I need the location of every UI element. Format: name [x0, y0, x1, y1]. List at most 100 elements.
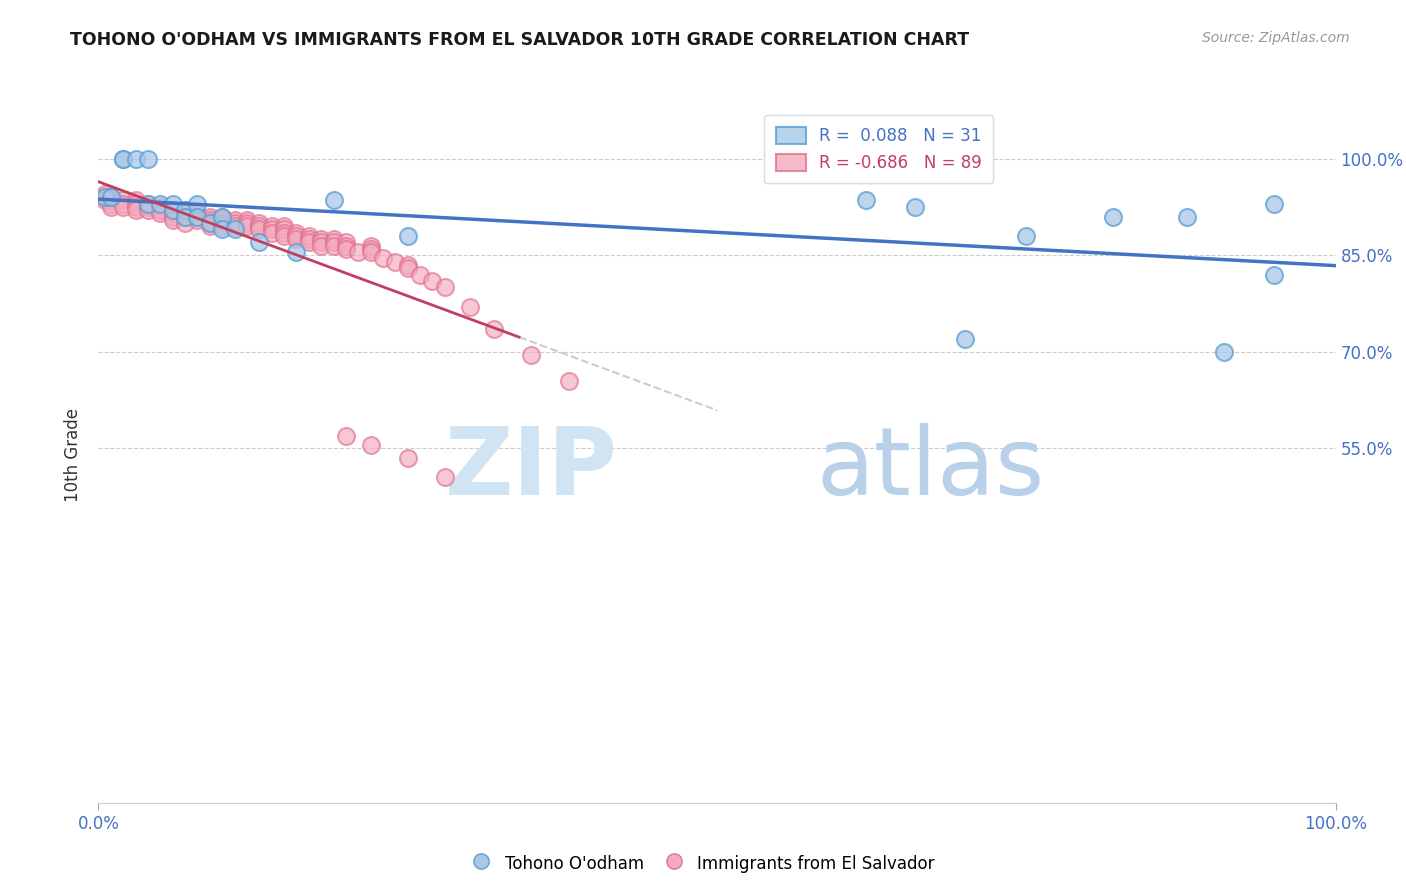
Point	[309, 232, 332, 246]
Point	[260, 219, 283, 234]
Point	[174, 206, 197, 220]
Point	[1263, 268, 1285, 282]
Point	[360, 244, 382, 259]
Point	[198, 212, 221, 227]
Point	[260, 226, 283, 240]
Point	[422, 274, 444, 288]
Point	[124, 203, 146, 218]
Point	[273, 226, 295, 240]
Point	[162, 210, 184, 224]
Point	[100, 200, 122, 214]
Text: atlas: atlas	[815, 423, 1045, 515]
Point	[149, 206, 172, 220]
Point	[162, 206, 184, 220]
Point	[186, 212, 208, 227]
Point	[236, 216, 259, 230]
Point	[162, 196, 184, 211]
Legend: R =  0.088   N = 31, R = -0.686   N = 89: R = 0.088 N = 31, R = -0.686 N = 89	[763, 115, 993, 184]
Point	[298, 228, 321, 243]
Point	[247, 235, 270, 250]
Point	[1263, 196, 1285, 211]
Point	[298, 232, 321, 246]
Text: Source: ZipAtlas.com: Source: ZipAtlas.com	[1202, 31, 1350, 45]
Point	[162, 212, 184, 227]
Point	[433, 470, 456, 484]
Point	[198, 219, 221, 234]
Point	[100, 196, 122, 211]
Point	[224, 219, 246, 234]
Point	[1015, 228, 1038, 243]
Point	[93, 190, 115, 204]
Point	[360, 242, 382, 256]
Point	[198, 216, 221, 230]
Point	[136, 152, 159, 166]
Point	[335, 235, 357, 250]
Point	[1175, 210, 1198, 224]
Point	[458, 300, 481, 314]
Point	[360, 238, 382, 252]
Point	[112, 152, 135, 166]
Point	[347, 244, 370, 259]
Point	[211, 219, 233, 234]
Point	[360, 438, 382, 452]
Point	[198, 210, 221, 224]
Y-axis label: 10th Grade: 10th Grade	[65, 408, 83, 502]
Point	[247, 216, 270, 230]
Point	[224, 222, 246, 236]
Point	[186, 206, 208, 220]
Point	[247, 219, 270, 234]
Point	[149, 203, 172, 218]
Point	[273, 222, 295, 236]
Point	[384, 254, 406, 268]
Point	[211, 216, 233, 230]
Point	[309, 235, 332, 250]
Point	[335, 242, 357, 256]
Point	[322, 232, 344, 246]
Point	[100, 194, 122, 208]
Point	[433, 280, 456, 294]
Point	[136, 200, 159, 214]
Point	[224, 216, 246, 230]
Point	[322, 238, 344, 252]
Point	[149, 196, 172, 211]
Legend: Tohono O'odham, Immigrants from El Salvador: Tohono O'odham, Immigrants from El Salva…	[465, 847, 941, 880]
Point	[855, 194, 877, 208]
Point	[273, 228, 295, 243]
Point	[124, 196, 146, 211]
Point	[396, 258, 419, 272]
Point	[273, 219, 295, 234]
Point	[100, 190, 122, 204]
Point	[186, 210, 208, 224]
Point	[236, 212, 259, 227]
Point	[904, 200, 927, 214]
Point	[112, 194, 135, 208]
Point	[1213, 344, 1236, 359]
Point	[198, 216, 221, 230]
Point	[174, 203, 197, 218]
Text: TOHONO O'ODHAM VS IMMIGRANTS FROM EL SALVADOR 10TH GRADE CORRELATION CHART: TOHONO O'ODHAM VS IMMIGRANTS FROM EL SAL…	[70, 31, 969, 49]
Point	[409, 268, 432, 282]
Point	[285, 226, 308, 240]
Point	[335, 428, 357, 442]
Point	[520, 348, 543, 362]
Point	[186, 210, 208, 224]
Point	[112, 200, 135, 214]
Point	[322, 235, 344, 250]
Point	[371, 252, 394, 266]
Point	[396, 451, 419, 466]
Point	[211, 222, 233, 236]
Point	[285, 228, 308, 243]
Point	[285, 244, 308, 259]
Point	[236, 219, 259, 234]
Point	[112, 196, 135, 211]
Point	[149, 200, 172, 214]
Point	[396, 261, 419, 276]
Point	[174, 203, 197, 218]
Point	[247, 222, 270, 236]
Point	[309, 238, 332, 252]
Point	[136, 203, 159, 218]
Point	[224, 212, 246, 227]
Point	[260, 222, 283, 236]
Point	[285, 232, 308, 246]
Point	[396, 228, 419, 243]
